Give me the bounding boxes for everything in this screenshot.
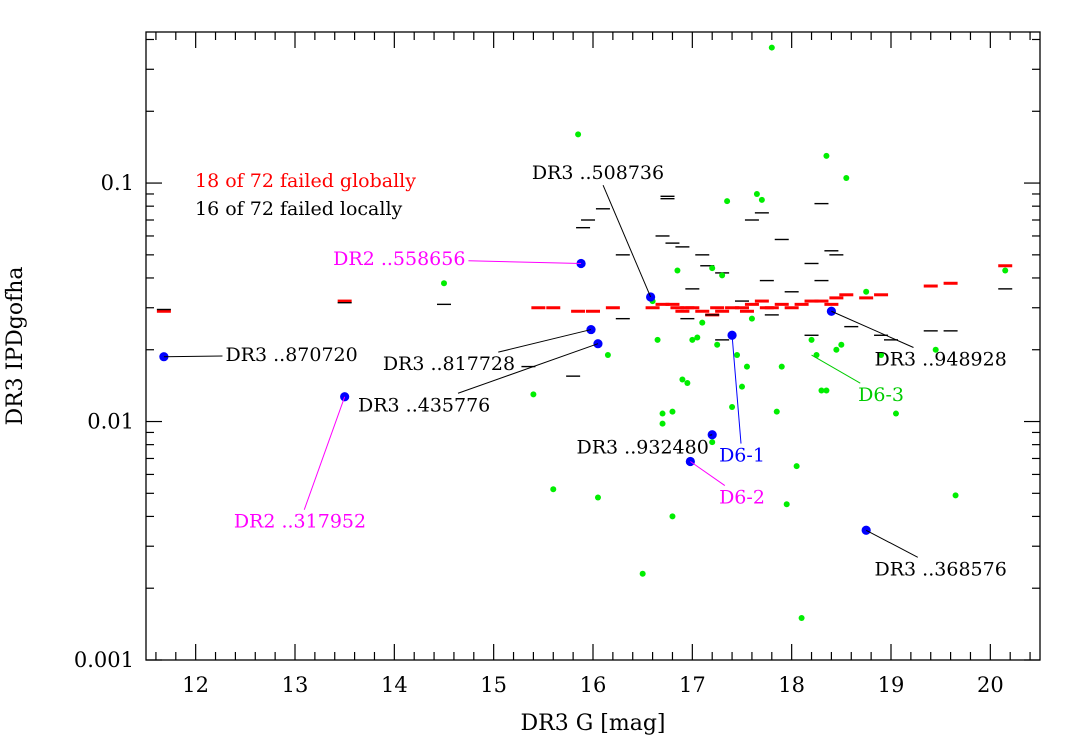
green-point — [659, 410, 666, 417]
legend-entry: 16 of 72 failed locally — [195, 198, 403, 220]
green-point — [798, 615, 805, 622]
green-point — [1002, 267, 1009, 274]
x-tick-label: 15 — [480, 673, 507, 697]
green-point — [714, 341, 721, 348]
green-point — [748, 315, 755, 322]
green-point — [550, 486, 557, 493]
annotation-label: D6-3 — [858, 384, 904, 406]
annotation-label: DR3 ..435776 — [358, 394, 490, 416]
annotation-leader-line — [468, 260, 582, 264]
x-tick-label: 13 — [282, 673, 309, 697]
green-point — [441, 280, 447, 287]
legend: 18 of 72 failed globally 16 of 72 failed … — [195, 170, 416, 220]
legend-entry: 18 of 72 failed globally — [195, 170, 416, 192]
green-point — [674, 267, 681, 274]
annotation-leader-line — [811, 354, 861, 384]
green-point — [684, 380, 691, 387]
annotation-leader-line — [831, 310, 914, 348]
x-tick-label: 17 — [679, 673, 706, 697]
annotation-leader-line — [690, 461, 726, 486]
y-axis-title: DR3 IPDgofha — [3, 266, 28, 425]
green-point — [734, 352, 741, 359]
green-point — [594, 494, 601, 501]
annotation-leader-line — [602, 184, 652, 298]
annotation-label: DR3 ..948928 — [875, 349, 1007, 371]
green-point — [659, 420, 666, 427]
x-tick-label: 19 — [878, 673, 905, 697]
green-point — [709, 439, 716, 446]
green-point — [724, 198, 731, 205]
green-point — [952, 492, 959, 499]
annotation-label: DR2 ..317952 — [234, 511, 366, 533]
green-point — [530, 391, 537, 398]
annotation-leader-line — [303, 396, 346, 510]
green-point — [783, 501, 790, 508]
green-point — [793, 463, 800, 470]
x-axis-title: DR3 G [mag] — [521, 711, 666, 736]
annotation-leader-line — [731, 335, 742, 444]
x-tick-label: 12 — [182, 673, 209, 697]
y-tick-label: 0.01 — [87, 410, 134, 434]
annotation-leader-line — [163, 355, 223, 358]
green-point — [753, 190, 760, 197]
green-point — [863, 288, 870, 295]
green-point — [838, 341, 845, 348]
data-marks — [156, 44, 1013, 622]
highlighted-point — [576, 258, 586, 269]
x-tick-label: 18 — [778, 673, 805, 697]
highlighted-point — [646, 292, 656, 302]
annotation-label: DR2 ..558656 — [333, 248, 465, 270]
annotation-label: DR3 ..508736 — [532, 162, 664, 184]
green-point — [639, 570, 646, 577]
green-point — [892, 410, 899, 417]
green-point — [823, 387, 830, 394]
x-tick-label: 20 — [977, 673, 1004, 697]
green-point — [679, 376, 686, 383]
green-point — [669, 408, 676, 415]
green-point — [758, 196, 765, 203]
y-tick-label: 0.001 — [74, 648, 134, 672]
annotation-leader-line — [498, 329, 592, 353]
green-point — [743, 363, 750, 370]
annotations: DR3 ..870720 DR2 ..317952 DR2 ..558656 DR3 … — [163, 162, 1007, 580]
annotation-leader-line — [865, 529, 919, 558]
green-point — [768, 44, 775, 51]
green-point — [739, 383, 745, 390]
annotation-label: DR3 ..870720 — [225, 344, 357, 366]
annotation-label: DR3 ..368576 — [875, 558, 1007, 580]
green-point — [878, 352, 885, 359]
green-point — [778, 363, 785, 370]
green-point — [719, 272, 726, 279]
annotation-label: DR3 ..817728 — [383, 353, 515, 375]
green-point — [823, 152, 830, 159]
axis-labels: DR3 G [mag] DR3 IPDgofha — [3, 266, 666, 736]
green-point — [808, 336, 815, 343]
annotation-leader-line — [457, 343, 599, 394]
annotation-label: D6-1 — [719, 445, 765, 467]
green-point — [654, 336, 661, 343]
green-point — [669, 513, 676, 520]
green-point — [699, 319, 706, 326]
green-point — [575, 131, 582, 138]
green-point — [833, 346, 840, 353]
green-point — [932, 346, 939, 353]
highlighted-point — [707, 430, 717, 440]
green-point — [694, 334, 701, 341]
green-point — [773, 408, 780, 415]
green-point — [709, 265, 716, 272]
x-tick-label: 14 — [381, 673, 408, 697]
green-point — [689, 336, 696, 343]
green-point — [604, 352, 611, 359]
annotation-label: DR3 ..932480 — [577, 436, 709, 458]
y-tick-label: 0.1 — [101, 171, 134, 195]
green-point — [818, 387, 825, 394]
green-point — [729, 404, 736, 411]
axis-ticks: 12 13 14 15 16 17 18 19 20 0.1 0.01 0.001 — [74, 32, 1040, 697]
x-tick-label: 16 — [580, 673, 607, 697]
annotation-label: D6-2 — [719, 487, 765, 509]
green-point — [843, 175, 850, 182]
